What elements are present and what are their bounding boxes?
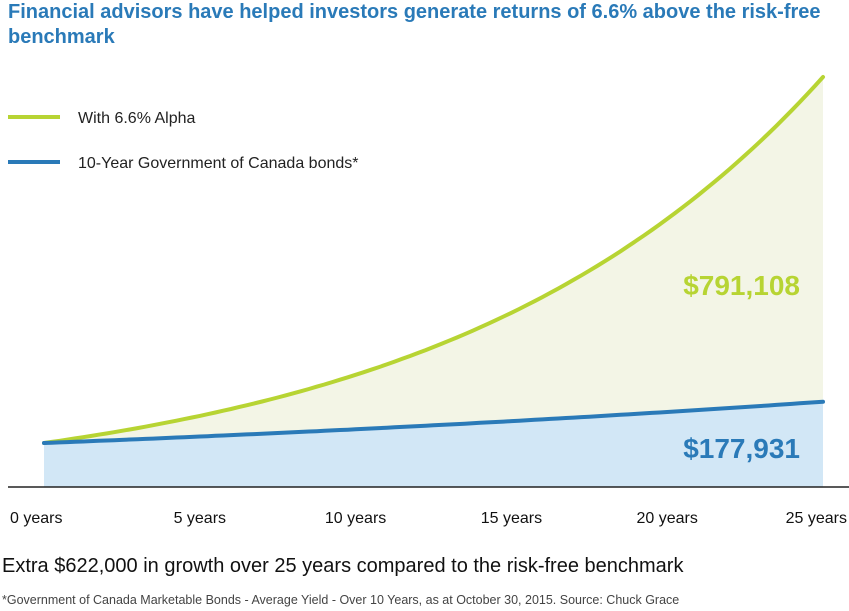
legend: With 6.6% Alpha 10-Year Government of Can… <box>8 110 358 172</box>
line-10-year-government-of-canada-bonds <box>42 399 825 445</box>
chart-title: Financial advisors have helped investors… <box>8 1 821 48</box>
area-with-6-6-alpha <box>44 77 823 487</box>
legend-label-with-6-6-alpha: With 6.6% Alpha <box>78 110 196 127</box>
x-tick-label: 0 years <box>10 510 62 527</box>
footnote: *Government of Canada Marketable Bonds -… <box>2 593 680 607</box>
line-with-6-6-alpha <box>42 75 825 445</box>
x-tick-label: 20 years <box>637 510 698 527</box>
x-tick-label: 10 years <box>325 510 386 527</box>
area-10-year-government-of-canada-bonds <box>44 401 823 487</box>
chart-subtitle: Extra $622,000 in growth over 25 years c… <box>2 555 684 577</box>
legend-label-10-year-government-of-canada-bonds: 10-Year Government of Canada bonds* <box>78 155 358 172</box>
end-label-10-year-government-of-canada-bonds: $177,931 <box>683 433 800 464</box>
series-lines <box>42 75 825 445</box>
x-tick-label: 5 years <box>174 510 226 527</box>
x-tick-label: 25 years <box>786 510 847 527</box>
end-value-labels: $791,108 $177,931 <box>683 270 800 464</box>
x-tick-label: 15 years <box>481 510 542 527</box>
series-areas <box>44 77 823 487</box>
x-axis-ticks: 0 years 5 years 10 years 15 years 20 years 25… <box>10 510 847 527</box>
end-label-with-6-6-alpha: $791,108 <box>683 270 800 301</box>
